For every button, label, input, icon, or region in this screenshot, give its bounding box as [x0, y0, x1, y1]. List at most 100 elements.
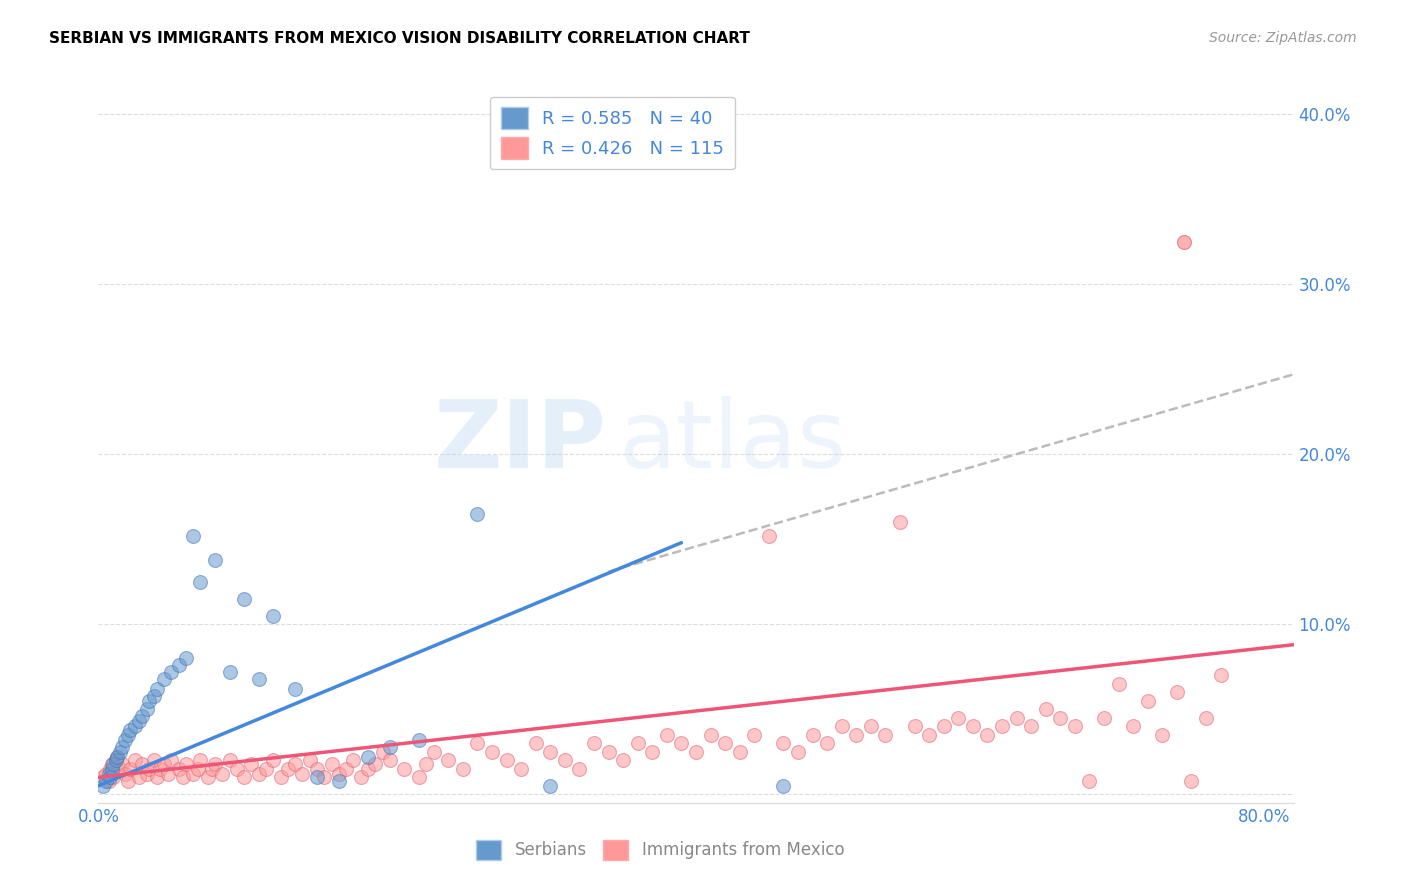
Point — [124, 753, 146, 767]
Point — [524, 736, 547, 750]
Point — [153, 756, 176, 771]
Point — [758, 529, 780, 543]
Point — [538, 745, 561, 759]
Point — [538, 779, 561, 793]
Point — [270, 770, 292, 784]
Point — [582, 736, 605, 750]
Point — [364, 756, 387, 771]
Point — [240, 756, 263, 771]
Point — [111, 756, 134, 771]
Point — [110, 762, 132, 776]
Point — [135, 702, 157, 716]
Point — [699, 728, 721, 742]
Point — [1152, 728, 1174, 742]
Point — [117, 728, 139, 742]
Point — [197, 770, 219, 784]
Point — [845, 728, 868, 742]
Text: atlas: atlas — [619, 395, 846, 488]
Point — [190, 574, 212, 589]
Point — [145, 770, 167, 784]
Point — [378, 739, 401, 754]
Point — [98, 770, 121, 784]
Point — [612, 753, 634, 767]
Point — [655, 728, 678, 742]
Point — [328, 773, 350, 788]
Point — [97, 767, 120, 781]
Point — [153, 672, 176, 686]
Point — [97, 773, 120, 788]
Point — [342, 753, 364, 767]
Point — [467, 736, 489, 750]
Point — [314, 770, 336, 784]
Point — [104, 753, 127, 767]
Point — [254, 762, 277, 776]
Point — [815, 736, 838, 750]
Point — [110, 745, 132, 759]
Point — [124, 719, 146, 733]
Point — [218, 753, 240, 767]
Point — [321, 756, 343, 771]
Point — [641, 745, 664, 759]
Point — [1136, 694, 1159, 708]
Point — [204, 756, 226, 771]
Point — [671, 736, 693, 750]
Point — [889, 516, 911, 530]
Point — [918, 728, 941, 742]
Point — [451, 762, 474, 776]
Point — [142, 689, 165, 703]
Point — [167, 658, 190, 673]
Point — [875, 728, 897, 742]
Point — [932, 719, 955, 733]
Point — [131, 756, 153, 771]
Point — [422, 745, 444, 759]
Point — [328, 767, 350, 781]
Point — [481, 745, 503, 759]
Point — [181, 767, 204, 781]
Point — [1166, 685, 1188, 699]
Point — [160, 665, 183, 679]
Point — [120, 762, 142, 776]
Point — [277, 762, 299, 776]
Point — [104, 753, 127, 767]
Point — [685, 745, 707, 759]
Point — [1209, 668, 1232, 682]
Point — [201, 762, 224, 776]
Point — [190, 753, 212, 767]
Point — [101, 756, 124, 771]
Point — [948, 711, 970, 725]
Point — [105, 750, 128, 764]
Point — [728, 745, 751, 759]
Point — [160, 753, 183, 767]
Point — [1092, 711, 1115, 725]
Point — [117, 773, 139, 788]
Point — [218, 665, 240, 679]
Point — [371, 745, 394, 759]
Point — [291, 767, 314, 781]
Point — [262, 608, 284, 623]
Point — [1078, 773, 1101, 788]
Legend: Serbians, Immigrants from Mexico: Serbians, Immigrants from Mexico — [470, 833, 851, 867]
Point — [1035, 702, 1057, 716]
Point — [128, 770, 150, 784]
Point — [94, 773, 117, 788]
Point — [181, 529, 204, 543]
Point — [284, 681, 307, 696]
Point — [211, 767, 233, 781]
Point — [186, 762, 208, 776]
Point — [114, 732, 136, 747]
Point — [91, 779, 114, 793]
Point — [976, 728, 998, 742]
Point — [142, 753, 165, 767]
Point — [378, 753, 401, 767]
Point — [111, 739, 134, 754]
Point — [114, 767, 136, 781]
Point — [131, 709, 153, 723]
Point — [714, 736, 737, 750]
Text: ZIP: ZIP — [433, 395, 606, 488]
Point — [100, 756, 122, 771]
Point — [174, 651, 197, 665]
Point — [1180, 773, 1202, 788]
Point — [98, 762, 121, 776]
Point — [149, 762, 172, 776]
Point — [415, 756, 437, 771]
